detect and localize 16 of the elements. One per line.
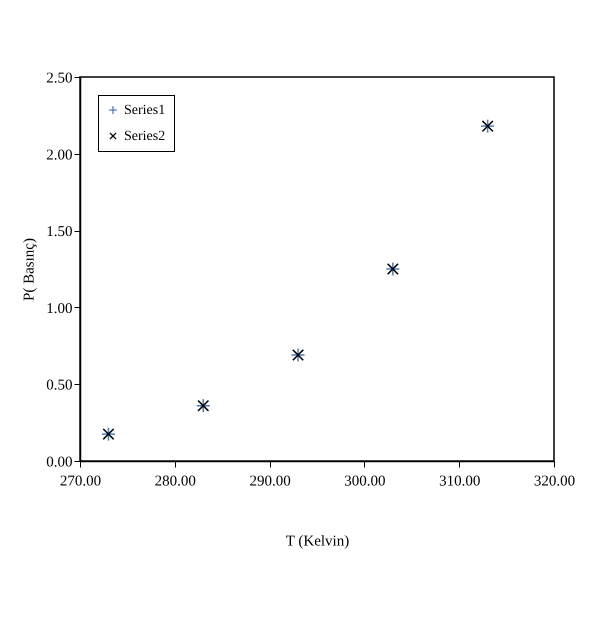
x-tick-label: 270.00 [60,474,102,490]
x-tick-label: 320.00 [534,474,576,490]
legend-label: Series2 [124,129,166,144]
y-tick-label: 2.50 [46,70,72,86]
legend-label: Series1 [124,103,166,118]
y-tick-label: 0.50 [46,378,72,394]
y-tick-label: 2.00 [46,147,72,164]
y-tick-label: 1.50 [46,224,72,240]
x-tick-label: 300.00 [344,474,386,490]
y-tick-label: 1.00 [46,300,72,317]
x-axis-title: T (Kelvin) [286,534,350,550]
x-tick-label: 280.00 [154,474,196,490]
y-tick-label: 0.00 [46,454,72,470]
y-axis-title: P( Basınç) [21,238,38,301]
x-tick-label: 290.00 [249,474,291,490]
x-tick-label: 310.00 [439,474,480,490]
